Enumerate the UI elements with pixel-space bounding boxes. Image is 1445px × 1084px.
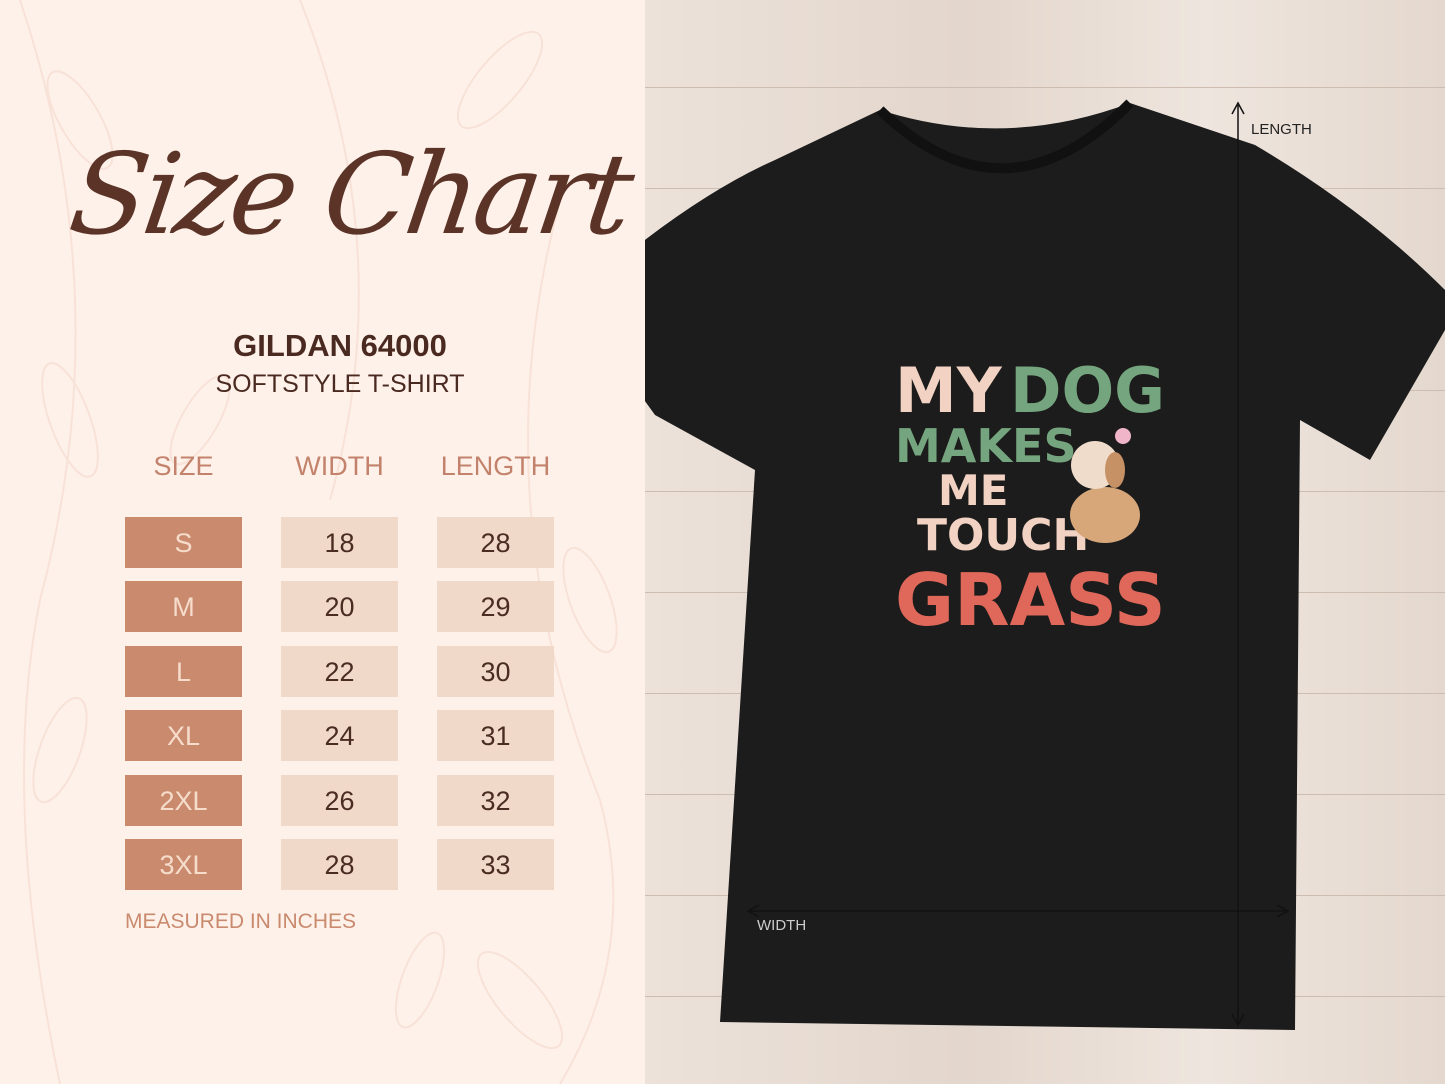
print-line: MAKES <box>895 419 1077 473</box>
product-style: SOFTSTYLE T-SHIRT <box>215 370 465 398</box>
cell-length: 32 <box>437 774 554 826</box>
cell-width: 22 <box>281 645 398 697</box>
cell-width: 24 <box>281 710 398 762</box>
cell-length: 29 <box>437 581 554 633</box>
size-chart-panel: Size Chart GILDAN 64000 SOFTSTYLE T-SHIR… <box>0 0 645 1084</box>
length-label: LENGTH <box>1251 121 1312 138</box>
cell-length: 31 <box>437 710 554 762</box>
cell-width: 28 <box>281 839 398 890</box>
cell-size: 3XL <box>125 839 242 890</box>
cell-size: 2XL <box>125 774 242 826</box>
print-line: MY <box>895 354 1003 427</box>
cell-size: M <box>125 581 242 633</box>
cell-size: XL <box>125 710 242 762</box>
t-shirt-body <box>645 103 1445 1030</box>
print-line: DOG <box>1010 354 1165 427</box>
shirt-photo: MY DOG MAKES ME TOUCH GRASS LENGTH WIDTH <box>645 0 1445 1084</box>
puppy-illustration <box>1070 428 1140 543</box>
print-line: TOUCH <box>917 510 1089 561</box>
shirt-graphic: MY DOG MAKES ME TOUCH GRASS <box>895 354 1166 642</box>
column-header: SIZE <box>153 451 214 481</box>
measurement-arrows <box>746 101 1290 1027</box>
size-chart-title: Size Chart <box>62 130 638 260</box>
column-header: LENGTH <box>440 451 551 481</box>
cell-length: 33 <box>437 839 554 890</box>
t-shirt: MY DOG MAKES ME TOUCH GRASS <box>645 99 1445 1030</box>
width-label: WIDTH <box>757 917 807 934</box>
leaf-pattern-background <box>19 0 618 1084</box>
print-line: GRASS <box>895 558 1166 642</box>
cell-length: 30 <box>437 645 554 697</box>
product-model: GILDAN 64000 <box>233 328 447 363</box>
cell-size: L <box>125 645 242 697</box>
column-header: WIDTH <box>295 451 384 481</box>
measurement-note: MEASURED IN INCHES <box>125 910 357 933</box>
cell-length: 28 <box>437 517 554 568</box>
cell-size: S <box>125 517 242 568</box>
print-line: ME <box>938 466 1009 515</box>
cell-width: 20 <box>281 581 398 633</box>
cell-width: 26 <box>281 774 398 826</box>
collar <box>876 99 1134 174</box>
cell-width: 18 <box>281 517 398 568</box>
